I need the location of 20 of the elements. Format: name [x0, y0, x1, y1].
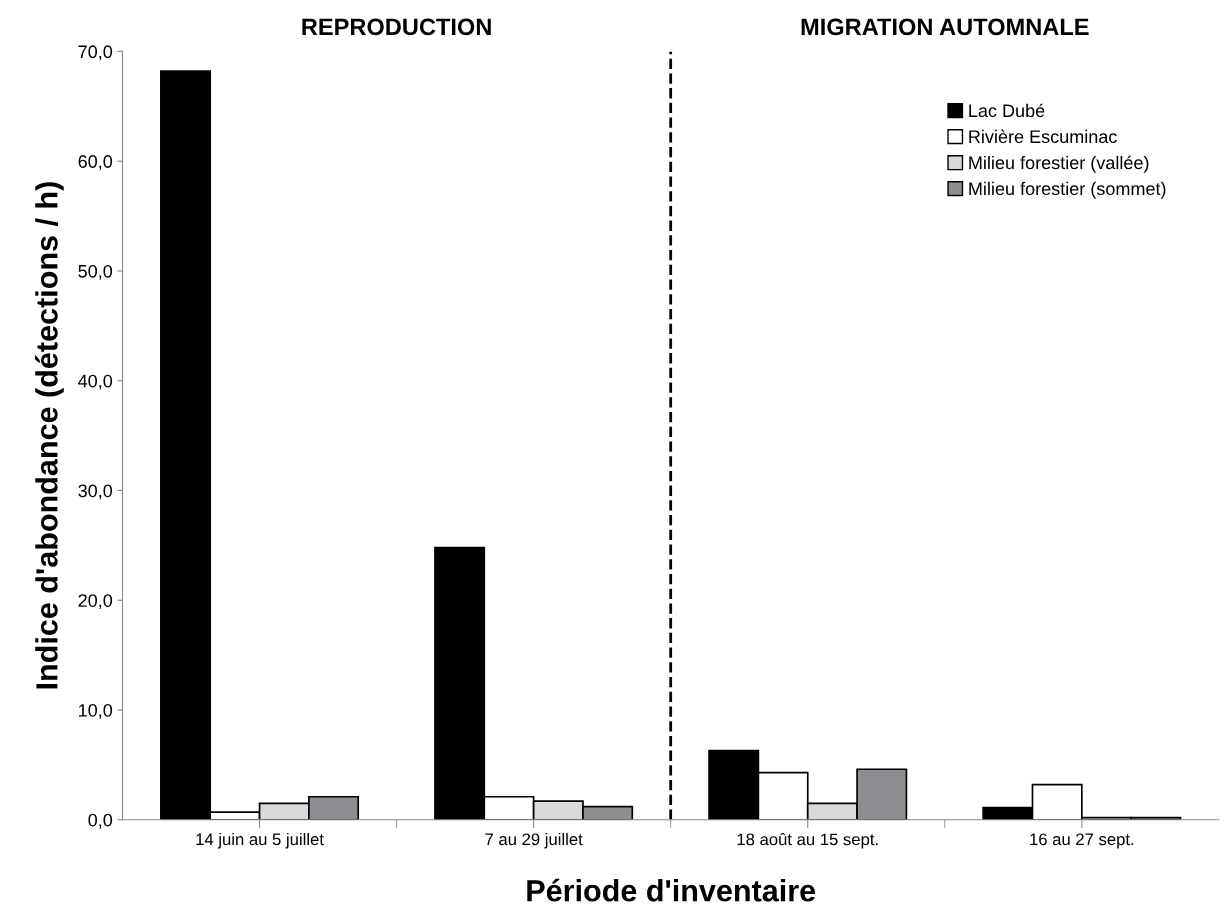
y-tick-label: 40,0 — [78, 374, 113, 390]
legend-label: Milieu forestier (vallée) — [969, 155, 1149, 173]
x-tick-label: 7 au 29 juillet — [485, 832, 583, 849]
y-tick-label: 60,0 — [78, 155, 113, 171]
y-tick-label: 50,0 — [78, 264, 113, 280]
legend-label: Milieu forestier (sommet) — [969, 181, 1166, 199]
x-tick-label: 14 juin au 5 juillet — [196, 832, 324, 849]
text: REPRODUCTION — [302, 18, 491, 36]
y-axis-title: Indice d'abondance (détections / h) — [35, 182, 64, 689]
legend-label: Rivière Escuminac — [969, 129, 1117, 144]
y-tick-label: 30,0 — [78, 484, 113, 500]
y-tick-label: 10,0 — [79, 703, 113, 719]
y-tick-label: 0,0 — [88, 813, 113, 829]
x-tick-label: 16 au 27 sept. — [1030, 833, 1134, 849]
y-tick-label: 20,0 — [78, 594, 113, 610]
legend-label: Lac Dubé — [969, 103, 1045, 118]
x-axis-title: Période d'inventaire — [527, 878, 816, 902]
text: MIGRATION AUTOMNALE — [801, 18, 1089, 36]
y-tick-label: 70,0 — [78, 45, 113, 61]
x-tick-label: 18 août au 15 sept. — [737, 832, 878, 849]
